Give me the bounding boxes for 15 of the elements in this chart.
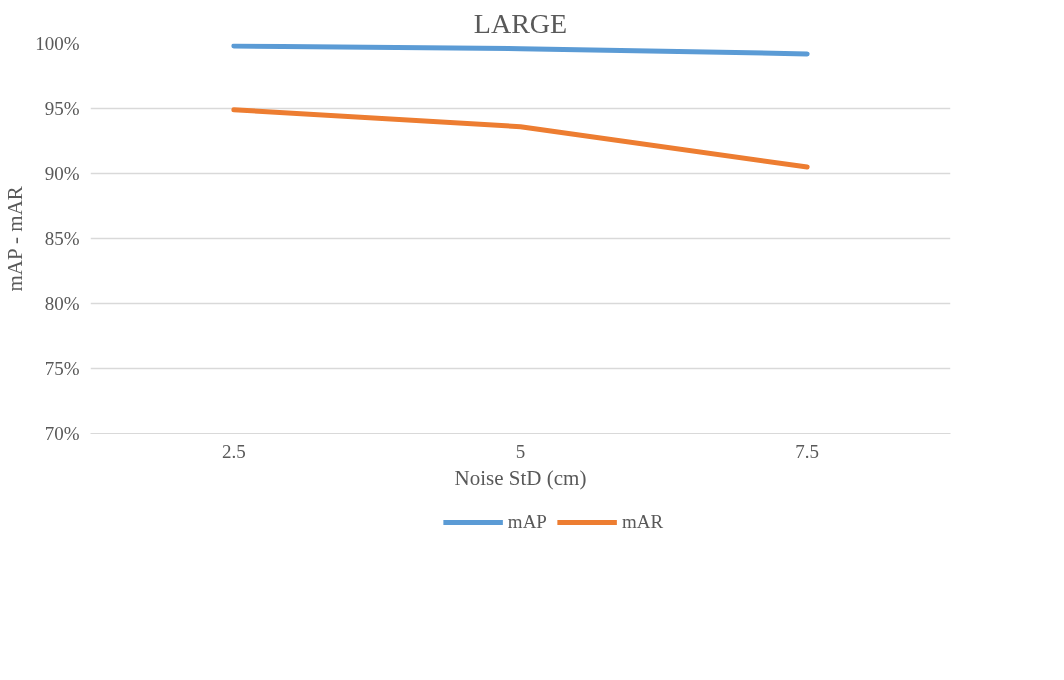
y-tick-label: 75% (44, 358, 80, 379)
y-tick-label: 80% (44, 293, 80, 314)
chart-title: LARGE (473, 7, 568, 39)
x-axis-title: Noise StD (cm) (454, 465, 587, 490)
y-tick-label: 90% (44, 163, 80, 184)
y-tick-label: 100% (35, 33, 80, 54)
y-tick-label: 85% (44, 228, 80, 249)
x-tick-label: 5 (515, 440, 526, 462)
legend-label: mAR (621, 511, 664, 533)
y-axis-title: mAP - mAR (3, 186, 28, 292)
legend-label: mAP (507, 511, 547, 533)
x-tick-label: 2.5 (221, 440, 246, 462)
x-tick-label: 7.5 (795, 440, 820, 462)
y-tick-label: 95% (44, 98, 80, 119)
y-tick-label: 70% (44, 423, 80, 444)
